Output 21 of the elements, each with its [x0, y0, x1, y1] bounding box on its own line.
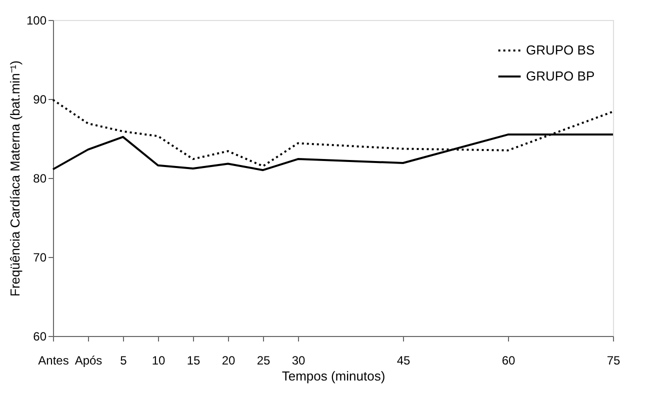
line-series	[52, 98, 614, 168]
x-tick-label: 20	[222, 354, 236, 368]
x-tick-label: 60	[502, 354, 516, 368]
y-tick-label: 90	[33, 92, 47, 106]
x-tick-label: Após	[74, 354, 102, 368]
x-tick-label: 5	[120, 354, 128, 368]
x-tick-label: 45	[396, 354, 410, 368]
x-tick-label: 15	[186, 354, 200, 368]
x-tick-label: 75	[606, 354, 620, 368]
x-tick-label: 25	[256, 354, 270, 368]
legend-label: GRUPO BP	[526, 68, 595, 84]
x-tick-label: Antes	[38, 354, 69, 368]
x-axis-title: Tempos (minutos)	[282, 368, 386, 384]
y-tick-label: 80	[33, 172, 47, 186]
x-tick-label: 30	[292, 354, 306, 368]
x-tick-label: 10	[152, 354, 166, 368]
y-axis-title: Freqüência Cardíaca Materna (bat.min⁻¹)	[7, 60, 22, 296]
y-tick-label: 70	[33, 250, 47, 264]
y-tick-label: 100	[26, 14, 47, 28]
legend-label: GRUPO BS	[526, 42, 595, 58]
y-tick-label: 60	[33, 330, 47, 344]
